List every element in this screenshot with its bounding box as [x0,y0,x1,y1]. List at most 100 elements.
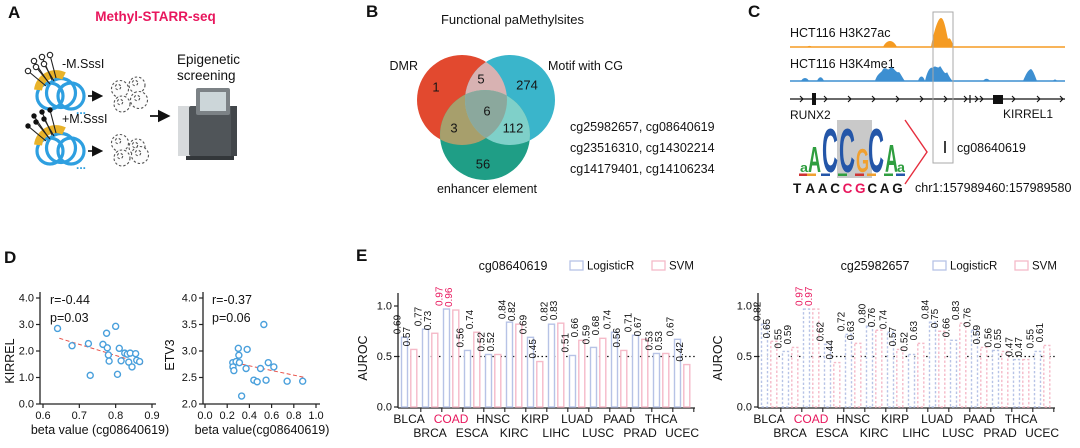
chart-title: cg25982657 [841,259,910,273]
bar-THCA-SVM [1022,358,1030,408]
bar-value-label: 0.68 [591,315,602,335]
x-tick-label: 0.6 [264,410,279,422]
bar-COAD-SVM [812,308,820,408]
category-label-BLCA: BLCA [393,412,424,426]
y-tick-label: 2.0 [19,346,34,358]
bar-value-label: 0.63 [909,320,920,340]
bar-value-label: 0.57 [402,327,413,347]
scatter-point [262,376,270,384]
bar-value-label: 0.84 [498,299,509,319]
bar-value-label: 0.61 [1035,322,1046,342]
bar-value-label: 0.57 [888,327,899,347]
sequence-letter: A [805,181,815,196]
logo-base-strip [799,173,808,176]
scatter-point [125,358,133,366]
scatter-point [234,344,243,353]
bar-value-label: 0.56 [984,328,995,348]
category-label-PRAD: PRAD [983,426,1017,440]
scatter-point [135,357,144,366]
bar-BLCA-LogisticR [760,323,769,408]
bar-value-label: 0.84 [921,299,932,319]
x-tick-label: 0.6 [35,410,50,422]
venn-overlap-center [465,90,507,145]
bar-value-label: 0.62 [816,321,827,341]
gene-model [790,93,1065,105]
logo-base-strip [855,173,864,176]
x-tick-label: 0.7 [72,410,87,422]
bar-HNSC-SVM [854,342,862,408]
bar-value-label: 0.53 [654,331,665,351]
bar-BRCA-SVM [431,332,439,408]
track2-label: HCT116 H3K4me1 [790,57,895,71]
gene-label-kirrel1: KIRREL1 [1003,107,1053,121]
logo-letter: G [856,143,869,180]
scatter-point [242,364,250,373]
scatter-point [270,363,278,371]
scatter-point [102,329,111,337]
category-label-PRAD: PRAD [623,426,657,440]
category-label-BLCA: BLCA [753,412,784,426]
bar-PRAD-LogisticR [631,334,640,408]
exon-box [993,95,1003,104]
bar-LUSC-LogisticR [589,346,598,408]
x-axis-label: beta value (cg08640619) [31,423,169,437]
bar-value-label: 0.59 [582,325,593,345]
cg-site-list-line: cg25982657, cg08640619 [570,120,715,134]
category-label-LUSC: LUSC [582,426,614,440]
logo-base-strip [821,173,830,176]
bar-value-label: 0.59 [972,325,983,345]
bar-value-label: 0.66 [942,317,953,337]
legend-swatch-SVM [651,260,666,271]
bar-value-label: 0.73 [423,310,434,330]
exon-box [812,93,816,105]
bar-KIRP-LogisticR [526,336,535,408]
panel-b-label: B [366,2,379,21]
bar-value-label: 0.82 [540,301,551,321]
bar-UCEC-SVM [1043,344,1051,408]
scatter-point [131,349,140,358]
logo-letter: C [822,116,838,186]
venn-count-dmr-enhancer: 3 [450,120,458,136]
bar-value-label: 0.53 [645,331,656,351]
category-label-HNSC: HNSC [476,412,510,426]
cg-site-list-line: cg23516310, cg14302214 [570,141,715,155]
bar-BLCA-SVM [410,348,418,408]
ellipsis: ... [76,103,86,117]
bar-value-label: 0.52 [486,332,497,352]
bar-value-label: 0.69 [393,314,404,334]
y-axis-label: ETV3 [163,339,177,370]
bar-value-label: 0.74 [465,309,476,329]
y-tick-label: 3.0 [182,346,197,358]
category-label-PAAD: PAAD [963,412,995,426]
scatter-etv3: 2.0 2.5 3.0 3.5 4.0 0.0 0.2 0.4 0.6 0.8 1.0 ETV3 r=-… [163,292,329,437]
peak-highlight-box [932,11,954,164]
bar-value-label: 0.65 [762,318,773,338]
venn-count-dmr: 1 [432,79,440,95]
bar-value-label: 0.66 [570,317,581,337]
bar-value-label: 0.51 [561,333,572,353]
sequence-letter: C [867,181,877,196]
sequence-letter-cpg: C [843,181,853,196]
bar-HNSC-LogisticR [484,353,493,408]
bar-UCEC-SVM [683,363,691,408]
bar-LIHC-SVM [917,342,925,408]
methyl-starr-illustration: ... -M.SssI ... [24,51,237,172]
scatter-point [111,322,120,331]
bar-KIRC-SVM [515,323,523,408]
legend-label-SVM: SVM [669,261,694,273]
category-label-BRCA: BRCA [413,426,446,440]
panel-d-label: D [4,248,17,267]
chart-title: cg08640619 [479,259,548,273]
logo-letter: C [839,116,855,186]
category-label-LUAD: LUAD [561,412,593,426]
logo-base-strip [896,173,905,176]
y-tick-label: 0.5 [377,351,392,363]
methylated-cpg-sticks [27,109,57,142]
scatter-point [256,364,265,373]
bar-KIRC-LogisticR [865,325,874,408]
venn-count-dmr-motif: 5 [477,71,485,87]
scatter-point [235,358,244,367]
scatter-point [243,345,251,354]
bar-value-label: 0.83 [951,300,962,320]
bar-COAD-LogisticR [442,308,451,408]
